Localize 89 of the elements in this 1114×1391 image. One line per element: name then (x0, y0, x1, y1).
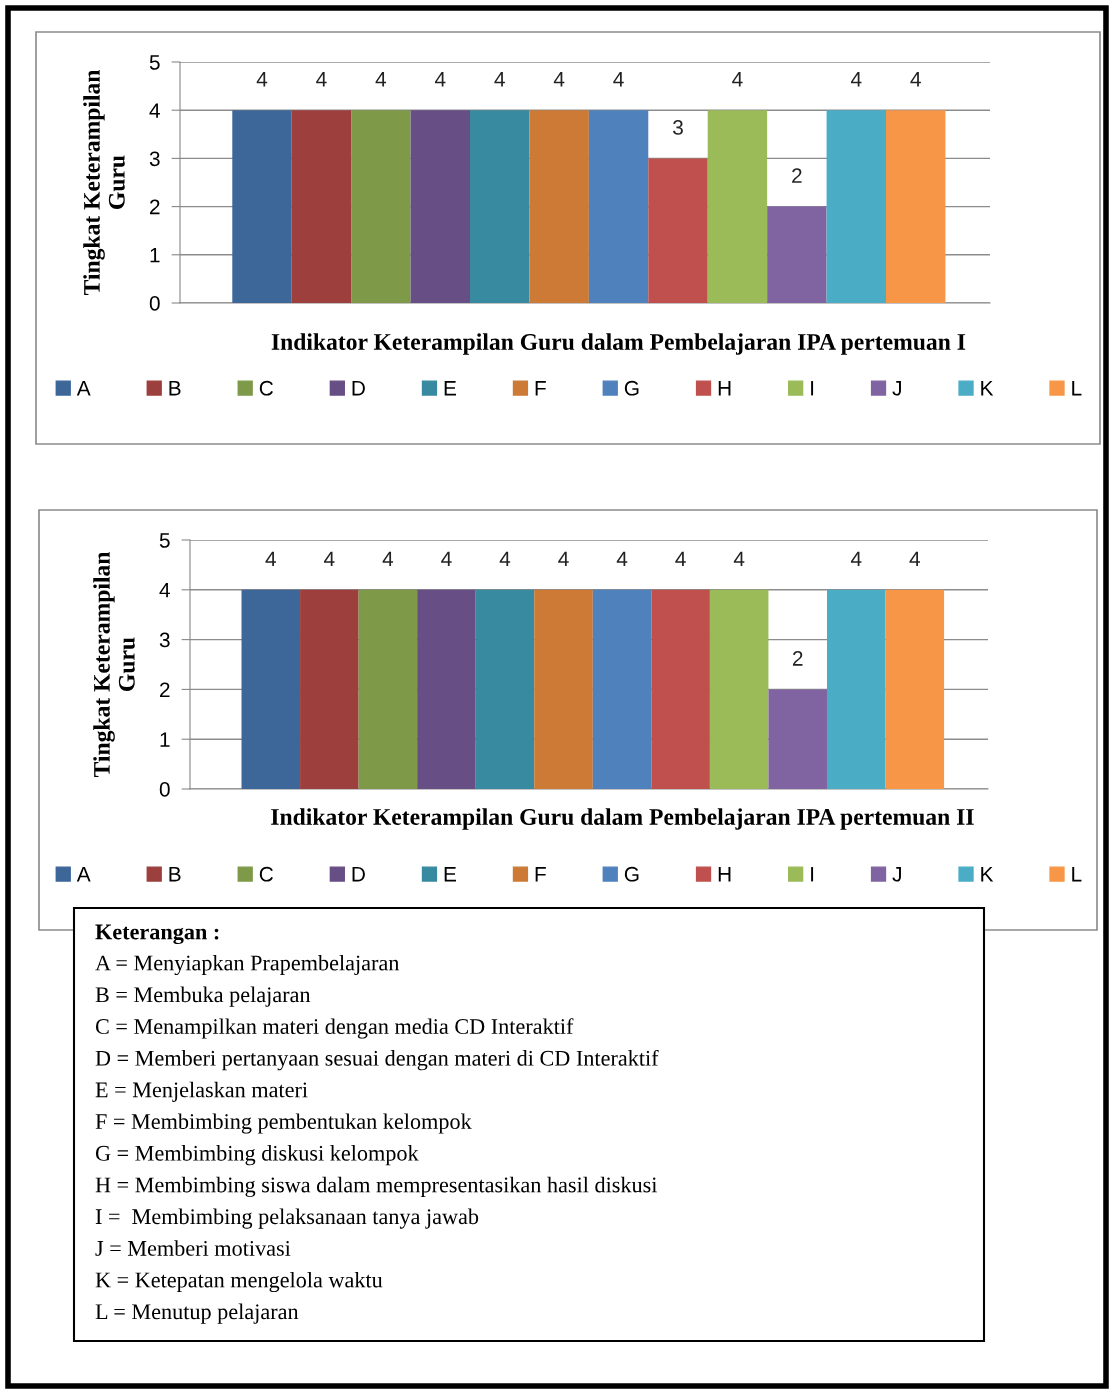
y-tick-label: 5 (149, 55, 160, 70)
legend-label: A (76, 381, 91, 396)
data-label: 4 (553, 72, 565, 87)
data-label: 4 (316, 72, 327, 87)
data-label: 4 (613, 72, 624, 87)
data-label: 4 (616, 551, 628, 567)
legend-label: J (892, 867, 901, 882)
legend-label: I (811, 381, 814, 396)
bar (886, 110, 946, 303)
y-tick-label: 2 (150, 199, 160, 215)
y-tick-label: 3 (149, 151, 160, 167)
legend-label: D (352, 867, 365, 882)
legend-label: I (811, 867, 814, 882)
data-label: 4 (850, 72, 862, 87)
text: B = Membuka pelajaran (95, 986, 311, 1007)
x-axis-title: Indikator Keterampilan Guru dalam Pembelajaran IPA pertemuan II (271, 808, 974, 830)
bar (767, 206, 827, 303)
y-tick-label: 0 (159, 782, 170, 797)
legend-label: L (1072, 867, 1082, 882)
legend-label: E (444, 867, 456, 882)
data-label: 4 (910, 72, 921, 87)
y-tick-label: 2 (160, 682, 170, 697)
legend-label: C (259, 380, 273, 396)
data-label: 4 (265, 551, 276, 567)
data-label: 4 (732, 72, 743, 87)
bar (470, 110, 530, 303)
legend-label: F (535, 867, 546, 882)
data-label: 4 (675, 551, 686, 567)
text: L = Menutup pelajaran (95, 1303, 299, 1324)
y-tick-label: 1 (160, 732, 170, 747)
data-label: 4 (441, 551, 452, 567)
text: K = Ketepatan mengelola waktu (95, 1271, 383, 1293)
y-axis-title: Tingkat Keterampilan Guru (93, 551, 135, 778)
data-label: 2 (792, 651, 803, 666)
text: A = Menyiapkan Prapembelajaran (95, 954, 400, 976)
text: D = Memberi pertanyaan sesuai dengan materi di CD Interaktif (95, 1049, 659, 1071)
x-axis-title: Indikator Keterampilan Guru dalam Pembelajaran IPA pertemuan I (271, 333, 966, 355)
data-label: 4 (324, 551, 335, 567)
y-tick-label: 0 (149, 296, 160, 311)
bar (826, 110, 886, 303)
data-label: 4 (733, 551, 745, 567)
data-label: 3 (673, 120, 683, 135)
legend-label: H (718, 381, 731, 396)
legend-label: B (169, 867, 181, 882)
legend-label: G (624, 380, 639, 396)
y-tick-label: 3 (159, 632, 170, 648)
legend-label: K (981, 381, 994, 396)
bar (529, 110, 589, 303)
legend-label: L (1072, 381, 1082, 396)
legend-label: F (535, 381, 546, 396)
bar (648, 158, 708, 303)
legend-label: E (444, 381, 456, 396)
legend-label: A (76, 867, 91, 882)
bar (588, 110, 649, 303)
data-label: 4 (382, 551, 394, 567)
data-label: 4 (499, 551, 511, 567)
data-label: 4 (850, 551, 862, 567)
text: G = Membimbing diskusi kelompok (95, 1145, 419, 1166)
legend-label: H (718, 867, 731, 882)
bar (707, 110, 768, 303)
y-tick-label: 1 (150, 248, 160, 263)
data-label: 4 (558, 551, 569, 567)
bar (232, 110, 292, 303)
bar (351, 110, 411, 303)
text: F = Membimbing pembentukan kelompok (95, 1113, 472, 1134)
y-tick-label: 4 (149, 103, 160, 118)
text: C = Menampilkan materi dengan media CD Interaktif (95, 1018, 574, 1039)
text: I = Membimbing pelaksanaan tanya jawab (95, 1208, 479, 1229)
data-label: 4 (375, 72, 387, 87)
y-tick-label: 4 (159, 583, 170, 598)
y-tick-label: 5 (159, 533, 170, 548)
data-label: 4 (909, 551, 920, 567)
data-label: 4 (434, 72, 446, 87)
bar (291, 110, 352, 303)
legend-label: J (892, 381, 901, 396)
text: Keterangan : (95, 924, 219, 945)
legend-label: K (981, 867, 994, 882)
y-axis-title: Tingkat Keterampilan Guru (83, 69, 125, 296)
data-label: 2 (792, 168, 802, 183)
legend-label: G (624, 866, 639, 882)
text: E = Menjelaskan materi (95, 1081, 308, 1102)
legend-label: C (259, 866, 273, 882)
data-label: 4 (256, 72, 268, 87)
bar (410, 110, 471, 303)
legend-label: B (169, 381, 181, 396)
text: J = Memberi motivasi (95, 1240, 291, 1256)
text: H = Membimbing siswa dalam mempresentasikan hasil diskusi (95, 1176, 658, 1198)
legend-label: D (352, 381, 365, 396)
data-label: 4 (494, 72, 505, 87)
